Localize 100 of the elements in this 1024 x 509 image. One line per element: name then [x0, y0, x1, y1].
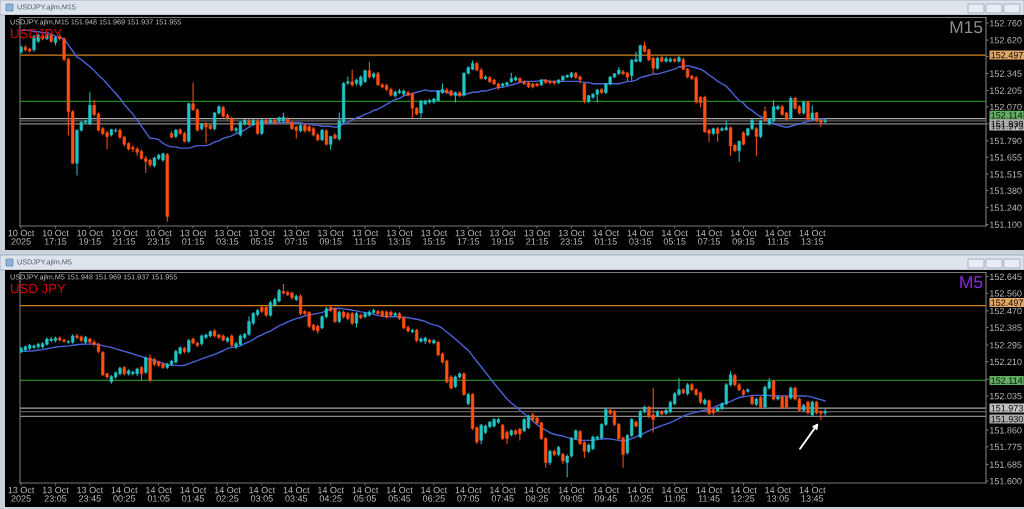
x-tick-label: 14 Oct 09:05 [558, 486, 585, 502]
x-tick-label: 14 Oct 09:45 [593, 486, 620, 502]
ref-line-label: 151.930 [991, 415, 1023, 423]
x-tick-label: 14 Oct 02:25 [214, 486, 241, 502]
candlestick [789, 96, 793, 120]
x-tick-label: 13 Oct 13:15 [386, 229, 413, 245]
candlestick [101, 351, 105, 377]
candlestick [806, 100, 810, 121]
candlestick [728, 126, 733, 156]
y-tick-label: 151.600 [990, 478, 1022, 485]
annotation: USD JPY [11, 283, 66, 294]
y-tick-label: 152.645 [990, 273, 1022, 280]
x-tick-label: 13 Oct 15:15 [421, 229, 448, 245]
y-tick-label: 152.345 [990, 70, 1022, 77]
candlestick [479, 423, 483, 445]
y-tick-label: 152.205 [990, 87, 1022, 94]
x-tick-label: 10 Oct 19:15 [77, 229, 104, 245]
x-tick-label: 13 Oct 23:15 [558, 229, 585, 245]
x-tick-label: 13 Oct 21:15 [524, 229, 551, 245]
x-tick-label: 14 Oct 11:05 [662, 486, 688, 502]
candlestick [621, 69, 625, 76]
candlestick [88, 92, 92, 126]
candlestick [518, 427, 522, 441]
x-tick-label: 14 Oct 04:25 [318, 486, 344, 502]
x-tick-label: 14 Oct 00:25 [111, 486, 138, 502]
candlestick [298, 294, 303, 316]
y-tick-label: 152.035 [990, 392, 1022, 400]
x-tick-label: 14 Oct 11:45 [696, 486, 723, 502]
ref-line-label: 152.497 [991, 51, 1023, 59]
y-tick-label: 152.385 [990, 324, 1022, 331]
ref-line-label: 152.114 [991, 377, 1023, 384]
x-tick-label: 13 Oct 05:15 [249, 229, 276, 245]
candlestick [75, 333, 79, 340]
x-tick-label: 13 Oct 03:15 [214, 229, 241, 245]
y-tick-label: 152.210 [990, 358, 1022, 366]
y-tick-label: 151.515 [990, 171, 1022, 178]
x-tick-label: 13 Oct 19:15 [490, 229, 516, 245]
candlestick [462, 372, 466, 396]
x-tick-label: 13 Oct 01:15 [180, 229, 207, 245]
candlestick [376, 309, 380, 316]
x-tick-label: 14 Oct 01:45 [180, 486, 207, 502]
text: M15 [950, 21, 983, 34]
x-tick-label: 14 Oct 12:25 [730, 486, 757, 502]
y-tick-label: 152.070 [990, 103, 1022, 111]
y-tick-label: 151.240 [990, 204, 1022, 211]
x-tick-label: 14 Oct 07:45 [490, 486, 516, 502]
candlestick [630, 58, 634, 81]
x-tick-label: 10 Oct 2025 [8, 229, 35, 245]
x-tick-label: 14 Oct 13:05 [765, 486, 792, 502]
text: M5 [960, 276, 983, 289]
y-tick-label: 152.470 [990, 307, 1022, 315]
y-tick-label: 151.685 [990, 461, 1022, 468]
x-tick-label: 14 Oct 03:15 [627, 229, 654, 245]
x-tick-label: 14 Oct 05:05 [352, 486, 379, 502]
candlestick [247, 316, 251, 336]
y-tick-label: 151.790 [990, 137, 1022, 145]
candlestick [148, 354, 152, 383]
x-tick-label: 14 Oct 13:45 [799, 486, 826, 502]
x-tick-label: 14 Oct 10:25 [627, 486, 654, 502]
x-tick-label: 14 Oct 01:15 [593, 229, 620, 245]
x-tick-label: 10 Oct 17:15 [42, 229, 69, 245]
y-tick-label: 152.560 [990, 290, 1022, 297]
candlestick [771, 99, 776, 123]
x-tick-label: 13 Oct 2025 [8, 486, 35, 502]
x-tick-label: 14 Oct 09:15 [730, 229, 757, 245]
x-tick-label: 14 Oct 08:25 [524, 486, 551, 502]
y-tick-label: 151.775 [990, 443, 1022, 451]
x-tick-label: 14 Oct 03:05 [249, 486, 276, 502]
y-tick-label: 151.860 [990, 427, 1022, 434]
candlestick [234, 126, 238, 133]
x-tick-label: 14 Oct 03:45 [283, 486, 310, 502]
candlestick [737, 140, 741, 163]
y-tick-label: 151.380 [990, 187, 1022, 194]
x-tick-label: 10 Oct 21:15 [111, 229, 138, 245]
candlestick [105, 130, 109, 150]
ref-line-label: 152.114 [991, 112, 1023, 119]
x-tick-label: 14 Oct 05:15 [662, 229, 688, 245]
y-tick-label: 151.100 [990, 221, 1022, 228]
x-tick-label: 13 Oct 07:15 [283, 229, 310, 245]
y-tick-label: 151.655 [990, 154, 1022, 161]
x-tick-label: 14 Oct 01:05 [146, 486, 172, 502]
x-tick-label: 10 Oct 23:15 [146, 229, 172, 245]
x-tick-label: 13 Oct 23:05 [42, 486, 69, 502]
x-tick-label: 14 Oct 07:05 [455, 486, 482, 502]
y-tick-label: 152.295 [990, 342, 1022, 349]
candlestick [131, 145, 135, 153]
ref-line-label: 152.497 [991, 299, 1023, 306]
candlestick [131, 370, 135, 376]
candlestick [754, 126, 758, 156]
x-tick-label: 13 Oct 09:15 [318, 229, 344, 245]
x-tick-label: 14 Oct 11:15 [765, 229, 792, 245]
x-tick-label: 13 Oct 23:45 [77, 486, 104, 502]
candlestick [204, 122, 208, 144]
y-tick-label: 152.760 [990, 20, 1022, 27]
x-tick-label: 14 Oct 07:15 [696, 229, 723, 245]
candlestick [771, 379, 776, 401]
x-tick-label: 13 Oct 11:15 [352, 229, 379, 245]
x-tick-label: 14 Oct 05:45 [386, 486, 413, 502]
y-tick-label: 152.620 [990, 37, 1022, 44]
candlestick [651, 387, 655, 433]
